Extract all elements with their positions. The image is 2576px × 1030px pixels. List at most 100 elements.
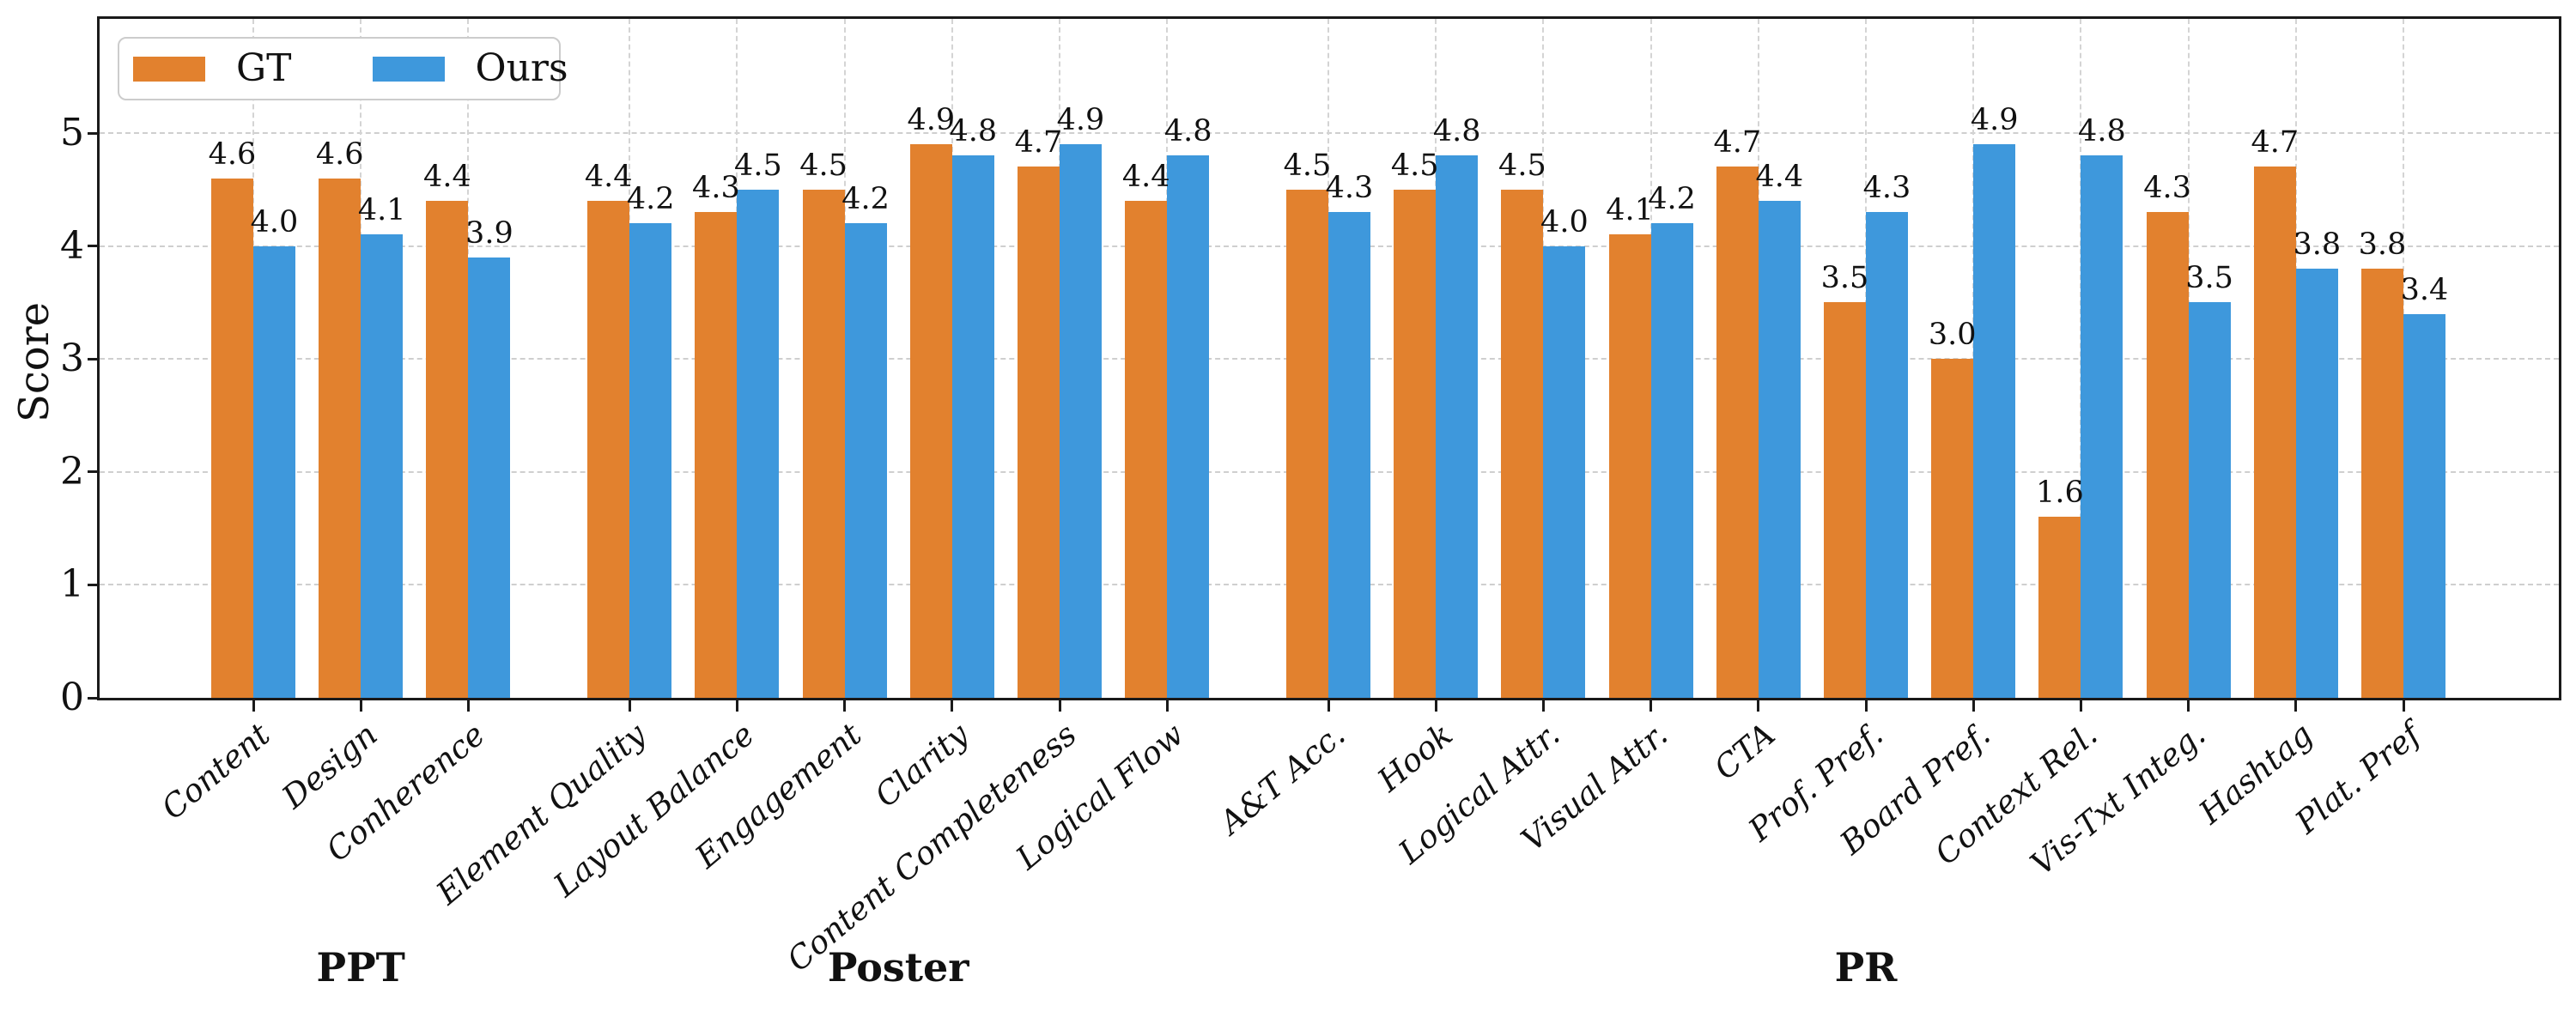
x-tick-label-cta: CTA [1707, 716, 1783, 787]
value-label-gt-conherence: 4.4 [423, 159, 471, 194]
bar-ours-content-completeness [1060, 144, 1102, 698]
bar-ours-plat-pref [2403, 313, 2445, 698]
x-tick-hashtag [2294, 700, 2298, 712]
gt-color-swatch [133, 56, 205, 82]
bar-gt-plat-pref [2361, 268, 2403, 698]
value-label-gt-plat-pref: 3.8 [2358, 227, 2407, 262]
value-label-ours-clarity: 4.8 [949, 114, 998, 149]
value-label-ours-context-rel: 4.8 [2078, 114, 2126, 149]
plot-bar-layer: 4.6 4.0 4.6 4.1 4.4 3.9 4.4 4.2 4.3 4.5 4.5 4.2 4.9 4… [100, 19, 2559, 698]
value-label-ours-prof-pref: 4.3 [1862, 171, 1911, 206]
bar-gt-layout-balance [695, 212, 738, 698]
legend-label-ours: Ours [475, 46, 568, 90]
bar-ours-engagement [844, 223, 887, 698]
value-label-gt-engagement: 4.5 [799, 148, 848, 183]
value-label-gt-logical-flow: 4.4 [1121, 159, 1170, 194]
bar-ours-board-pref [1973, 144, 2016, 698]
bar-gt-logical-flow [1125, 200, 1168, 698]
value-label-ours-engagement: 4.2 [841, 182, 890, 217]
x-tick-hook [1434, 700, 1437, 712]
value-label-ours-plat-pref: 3.4 [2400, 272, 2449, 307]
x-tick-layout-balance [735, 700, 738, 712]
bar-gt-logical-attr [1501, 189, 1544, 698]
value-label-gt-cta: 4.7 [1713, 125, 1762, 161]
bar-gt-cta [1716, 167, 1759, 698]
value-label-ours-board-pref: 4.9 [1970, 103, 2019, 138]
bar-gt-clarity [909, 144, 952, 698]
value-label-ours-a-t-acc: 4.3 [1325, 171, 1374, 206]
value-label-ours-content-completeness: 4.9 [1056, 103, 1105, 138]
x-tick-label-layout-balance: Layout Balance [546, 716, 762, 905]
x-tick-logical-attr [1541, 700, 1545, 712]
bar-ours-hook [1436, 155, 1479, 698]
y-tick-1 [88, 583, 100, 586]
y-tick-2 [88, 470, 100, 474]
y-tick-4 [88, 245, 100, 248]
ours-color-swatch [372, 56, 445, 82]
value-label-gt-design: 4.6 [315, 136, 364, 172]
bar-gt-content-completeness [1018, 167, 1060, 698]
y-tick-label-4: 4 [60, 223, 84, 268]
bar-gt-context-rel [2038, 517, 2081, 698]
h-gridline-5 [100, 132, 2559, 134]
x-tick-a-t-acc [1327, 700, 1330, 712]
value-label-ours-element-quality: 4.2 [626, 182, 675, 217]
y-tick-3 [88, 357, 100, 360]
value-label-gt-clarity: 4.9 [907, 103, 956, 138]
x-tick-conherence [466, 700, 470, 712]
legend-item-ours: Ours [372, 46, 568, 90]
bar-ours-layout-balance [737, 189, 780, 698]
bar-gt-conherence [426, 200, 469, 698]
value-label-gt-prof-pref: 3.5 [1820, 261, 1869, 296]
value-label-ours-layout-balance: 4.5 [734, 148, 782, 183]
group-label-poster: Poster [827, 944, 969, 991]
y-tick-label-3: 3 [60, 336, 84, 381]
value-label-gt-hook: 4.5 [1390, 148, 1439, 183]
x-tick-design [359, 700, 362, 712]
value-label-gt-hashtag: 4.7 [2251, 125, 2300, 161]
x-tick-element-quality [628, 700, 631, 712]
bar-gt-element-quality [587, 200, 630, 698]
x-tick-content-completeness [1058, 700, 1061, 712]
value-label-ours-visual-attr: 4.2 [1648, 182, 1696, 217]
bar-gt-a-t-acc [1286, 189, 1328, 698]
x-tick-clarity [951, 700, 954, 712]
bar-ours-vis-txt-integ [2188, 302, 2231, 698]
bar-gt-content [211, 178, 253, 698]
x-tick-engagement [843, 700, 847, 712]
bar-ours-cta [1758, 200, 1801, 698]
value-label-gt-context-rel: 1.6 [2036, 476, 2084, 511]
y-tick-0 [88, 696, 100, 700]
value-label-gt-board-pref: 3.0 [1928, 318, 1977, 353]
value-label-ours-design: 4.1 [357, 193, 406, 228]
bar-ours-conherence [468, 257, 511, 698]
bar-gt-prof-pref [1824, 302, 1866, 698]
value-label-ours-logical-attr: 4.0 [1540, 204, 1589, 239]
value-label-ours-vis-txt-integ: 3.5 [2185, 261, 2233, 296]
group-label-pr: PR [1834, 944, 1898, 991]
bar-gt-visual-attr [1608, 234, 1651, 698]
bar-ours-context-rel [2081, 155, 2123, 698]
value-label-gt-element-quality: 4.4 [584, 159, 633, 194]
x-tick-board-pref [1971, 700, 1975, 712]
value-label-ours-conherence: 3.9 [465, 215, 513, 251]
bar-gt-engagement [802, 189, 845, 698]
bar-ours-logical-flow [1167, 155, 1210, 698]
value-label-ours-hook: 4.8 [1432, 114, 1481, 149]
legend-label-gt: GT [236, 46, 292, 90]
value-label-gt-visual-attr: 4.1 [1606, 193, 1654, 228]
x-tick-label-content: Content [155, 716, 277, 827]
bar-gt-board-pref [1931, 359, 1974, 698]
x-tick-vis-txt-integ [2187, 700, 2190, 712]
value-label-ours-cta: 4.4 [1755, 159, 1804, 194]
x-tick-prof-pref [1864, 700, 1868, 712]
bar-ours-a-t-acc [1328, 212, 1370, 698]
bar-ours-visual-attr [1650, 223, 1693, 698]
x-tick-visual-attr [1649, 700, 1653, 712]
value-label-gt-a-t-acc: 4.5 [1283, 148, 1332, 183]
group-label-ppt: PPT [316, 944, 405, 991]
x-tick-plat-pref [2402, 700, 2405, 712]
value-label-gt-logical-attr: 4.5 [1498, 148, 1546, 183]
value-label-ours-logical-flow: 4.8 [1163, 114, 1212, 149]
